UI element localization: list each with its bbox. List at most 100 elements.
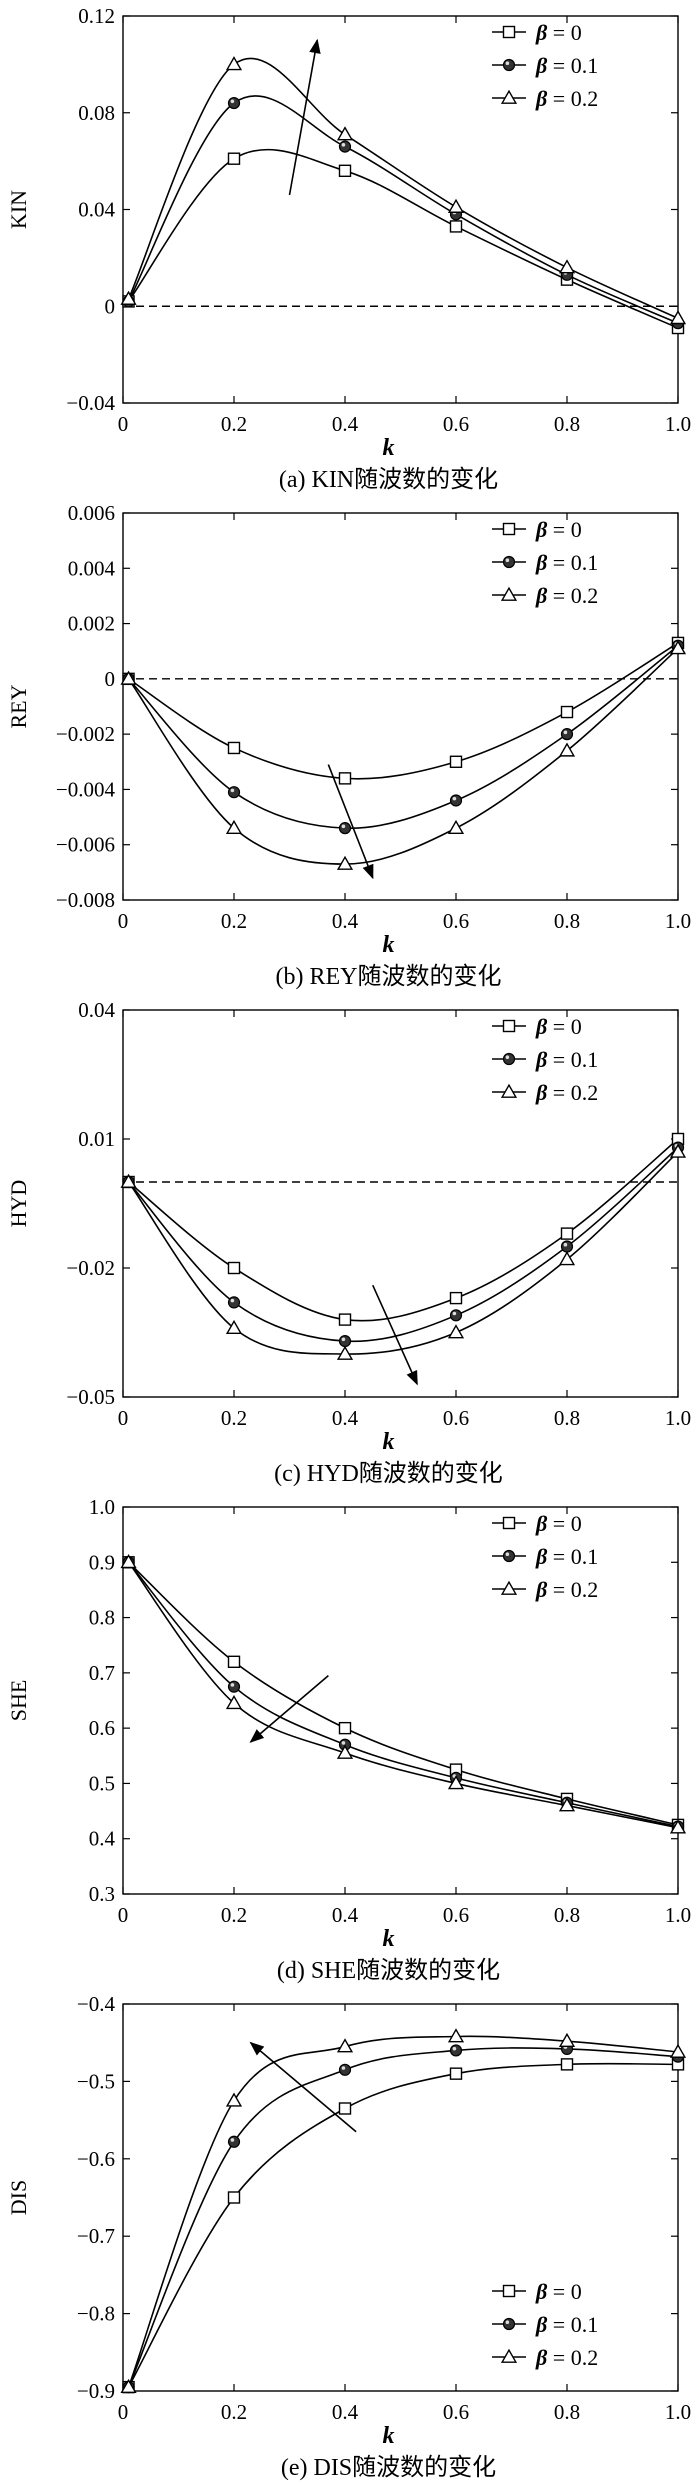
legend-value: = 0 <box>547 2279 581 2304</box>
x-tick-label: 0.8 <box>554 1406 580 1430</box>
series-line-square <box>128 1138 679 1322</box>
legend-marker-circle-highlight <box>505 1055 510 1059</box>
legend-marker-triangle <box>500 2348 518 2363</box>
data-point-circle-highlight <box>230 99 235 104</box>
y-tick-label: 0.4 <box>89 1827 116 1851</box>
y-tick-label: 0.9 <box>89 1550 115 1574</box>
data-point-circle-highlight <box>230 1683 235 1687</box>
legend-label: β = 0 <box>535 517 582 542</box>
y-tick-label: −0.9 <box>77 2379 115 2403</box>
y-tick-label: −0.02 <box>66 1256 115 1280</box>
y-tick-label: −0.002 <box>56 722 115 746</box>
legend-marker-square <box>502 522 516 536</box>
data-point-circle <box>227 786 241 799</box>
legend-beta-symbol: β <box>535 1047 548 1072</box>
legend-label: β = 0.1 <box>535 2312 598 2337</box>
data-point-triangle <box>669 1819 687 1834</box>
legend-marker-circle-highlight <box>505 1552 510 1556</box>
trend-arrow <box>327 764 374 880</box>
data-point-square <box>227 741 241 755</box>
legend-value: = 0.1 <box>547 550 598 575</box>
x-tick-label: 0.6 <box>443 1903 469 1927</box>
x-tick-label: 1.0 <box>665 1903 691 1927</box>
legend-label: β = 0 <box>535 1014 582 1039</box>
legend-marker-square <box>502 1516 516 1530</box>
legend-value: = 0.2 <box>547 583 598 608</box>
data-point-square <box>560 1227 574 1240</box>
legend-beta-symbol: β <box>535 86 548 111</box>
plot-frame <box>122 1009 679 1398</box>
plot-frame <box>122 2003 679 2392</box>
data-point-circle-highlight <box>341 1741 346 1745</box>
legend-label: β = 0 <box>535 1511 582 1536</box>
plot-frame <box>122 1506 679 1895</box>
legend-beta-symbol: β <box>535 53 548 78</box>
data-point-triangle <box>336 126 354 141</box>
y-tick-label: 0.04 <box>78 998 115 1022</box>
y-tick-label: 0.08 <box>78 101 115 125</box>
data-point-triangle <box>120 1553 137 1569</box>
series-line-circle <box>127 1561 679 1828</box>
data-point-triangle <box>447 198 465 213</box>
data-point-circle-highlight <box>341 2066 346 2070</box>
data-point-triangle <box>120 2378 137 2393</box>
series-line-circle <box>127 1147 679 1343</box>
x-axis-title: k <box>383 1926 395 1952</box>
legend-value: = 0.2 <box>547 1577 598 1602</box>
y-tick-label: −0.006 <box>56 833 115 857</box>
x-tick-label: 0 <box>118 2400 129 2424</box>
data-point-triangle <box>225 1319 243 1335</box>
y-tick-label: 0.12 <box>78 4 115 28</box>
y-tick-label: −0.04 <box>66 391 115 415</box>
x-tick-label: 0 <box>118 1406 129 1430</box>
plot-frame <box>122 512 679 901</box>
legend-beta-symbol: β <box>535 1511 548 1536</box>
y-tick-label: 0.04 <box>78 198 115 222</box>
y-axis-title: HYD <box>6 1180 31 1228</box>
data-point-circle-highlight <box>452 1311 457 1316</box>
legend-beta-symbol: β <box>535 550 548 575</box>
panel-caption: (c) HYD随波数的变化 <box>274 1460 503 1487</box>
y-axis-title: DIS <box>6 2180 31 2215</box>
data-point-circle <box>227 1296 241 1309</box>
legend-label: β = 0 <box>535 2279 582 2304</box>
data-point-square <box>338 1313 352 1326</box>
data-point-circle-highlight <box>563 730 568 735</box>
data-point-triangle <box>336 1744 354 1759</box>
data-point-triangle <box>120 670 137 685</box>
legend-beta-symbol: β <box>535 2312 548 2337</box>
legend-value: = 0 <box>547 517 581 542</box>
x-tick-label: 0.6 <box>443 1406 469 1430</box>
data-point-circle <box>227 96 241 110</box>
y-tick-label: 0.006 <box>68 501 115 525</box>
data-point-triangle <box>336 1345 354 1360</box>
legend-value: = 0 <box>547 1511 581 1536</box>
y-tick-label: 0.5 <box>89 1771 115 1795</box>
y-tick-label: 1.0 <box>89 1495 115 1519</box>
y-tick-label: 0.7 <box>89 1661 115 1685</box>
data-point-square <box>227 1655 241 1669</box>
chart-panel-she: 0.3 0.4 0.5 0.6 0.7 0.8 0.9 1.0 0 0.2 0.4 0.6 0.8 1.0… <box>6 1495 691 1984</box>
legend-label: β = 0.1 <box>535 1047 598 1072</box>
legend-value: = 0.1 <box>547 53 598 78</box>
panel-caption: (d) SHE随波数的变化 <box>277 1957 500 1984</box>
legend-label: β = 0.1 <box>535 1544 598 1569</box>
data-point-square <box>338 1721 352 1735</box>
legend-value: = 0.2 <box>547 2345 598 2370</box>
y-tick-label: 0.3 <box>89 1882 115 1906</box>
legend-label: β = 0.1 <box>535 53 598 78</box>
data-point-circle <box>338 140 352 153</box>
panel-caption: (a) KIN随波数的变化 <box>279 466 498 493</box>
legend-marker-circle-highlight <box>505 2320 510 2324</box>
legend-label: β = 0.2 <box>535 583 598 608</box>
data-point-square <box>449 220 463 233</box>
x-axis-title: k <box>383 435 395 461</box>
x-tick-label: 0.2 <box>221 909 247 933</box>
data-point-triangle <box>669 310 687 325</box>
legend-label: β = 0.1 <box>535 550 598 575</box>
legend-beta-symbol: β <box>535 2279 548 2304</box>
data-point-circle <box>338 2063 352 2076</box>
data-point-circle <box>560 728 574 741</box>
data-point-square <box>338 164 352 178</box>
